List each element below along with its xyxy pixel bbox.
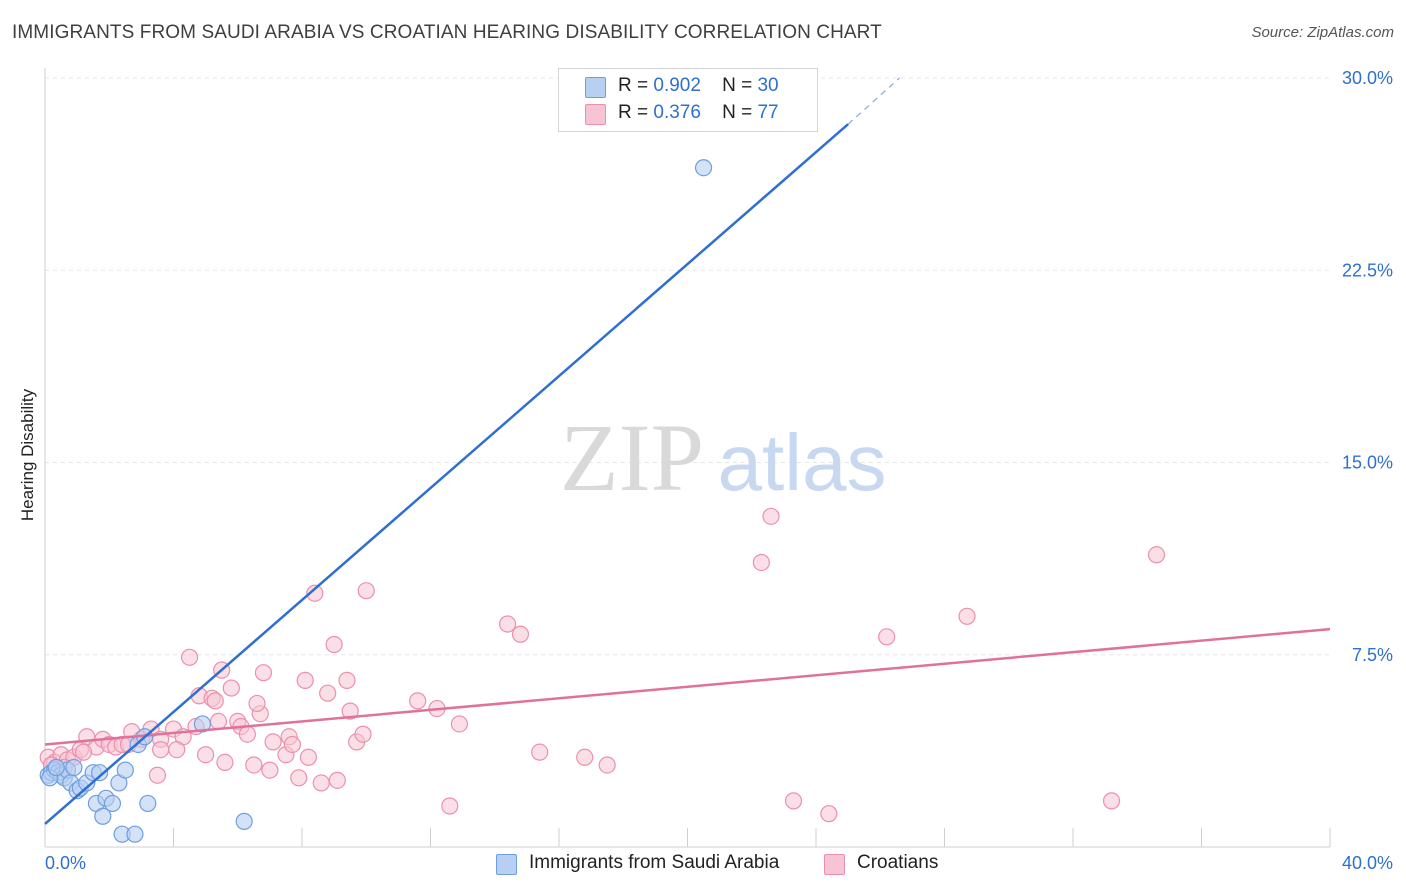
saudi-point: [94, 807, 112, 825]
croatians-point: [878, 628, 896, 646]
series-label-croatians: Croatians: [857, 852, 939, 873]
saudi-point: [139, 794, 157, 813]
croatians-point: [245, 756, 263, 774]
croatians-point: [264, 733, 282, 751]
croatians-point: [450, 715, 469, 733]
legend-n-label: N =: [722, 75, 753, 96]
legend-n-label: N =: [722, 102, 753, 123]
saudi-point: [47, 758, 65, 777]
chart-title: IMMIGRANTS FROM SAUDI ARABIA VS CROATIAN…: [12, 22, 882, 43]
croatians-point: [752, 553, 770, 572]
saudi-point: [193, 715, 212, 733]
correlation-legend: R = 0.902 N = 30 R = 0.376 N = 77: [558, 68, 818, 132]
croatians-point: [168, 740, 186, 759]
legend-swatch-blue: [585, 77, 606, 98]
croatians-point: [341, 702, 359, 720]
croatians-point: [209, 712, 228, 730]
y-tick-label: 30.0%: [1342, 68, 1393, 88]
saudi-points: [39, 159, 713, 843]
y-tick-label: 15.0%: [1342, 453, 1393, 473]
croatians-point: [357, 582, 375, 600]
saudi-point: [65, 758, 83, 777]
croatians-point: [206, 692, 224, 710]
croatians-point: [820, 805, 838, 823]
croatians-point: [598, 756, 616, 774]
croatians-point: [306, 584, 324, 602]
croatians-point: [1102, 792, 1121, 810]
tick-layer: 7.5% 15.0% 22.5% 30.0% 0.0% 40.0%: [45, 68, 1393, 873]
croatians-point: [1147, 546, 1166, 564]
croatians-point: [290, 769, 308, 787]
croatians-point: [296, 671, 314, 689]
croatians-point: [958, 607, 976, 625]
croatians-point: [531, 743, 549, 761]
legend-r-value: 0.376: [653, 102, 701, 123]
croatians-point: [354, 725, 372, 743]
series-label-saudi: Immigrants from Saudi Arabia: [529, 852, 780, 873]
croatians-point: [148, 766, 167, 784]
legend-swatch-pink: [585, 104, 606, 125]
croatians-point: [299, 748, 318, 766]
croatians-point: [409, 692, 427, 710]
trend-layer: [44, 77, 1331, 825]
saudi-point: [91, 764, 109, 782]
watermark: ZIP atlas: [560, 404, 886, 511]
croatians-point: [197, 746, 215, 764]
legend-r-value: 0.902: [653, 75, 701, 96]
croatians-point: [216, 753, 234, 772]
croatians-point: [238, 725, 256, 743]
croatians-point: [254, 664, 273, 682]
x-tick-label: 40.0%: [1342, 853, 1393, 873]
saudi-trendline: [44, 123, 849, 825]
saudi-trendline-extension: [847, 77, 900, 125]
saudi-point: [235, 812, 253, 830]
legend-n-value: 77: [757, 102, 779, 123]
croatians-point: [261, 761, 279, 779]
croatians-point: [152, 740, 170, 759]
legend-r-label: R =: [618, 75, 649, 96]
saudi-point: [126, 825, 144, 843]
croatians-point: [283, 735, 301, 754]
legend-r-label: R =: [618, 102, 649, 123]
croatians-point: [576, 748, 594, 766]
croatians-point: [784, 792, 803, 810]
croatians-point: [499, 615, 517, 633]
croatians-point: [319, 684, 337, 702]
croatians-point: [74, 743, 93, 761]
chart-source: Source: ZipAtlas.com: [1251, 24, 1394, 41]
legend-n-value: 30: [757, 75, 779, 96]
y-tick-label: 22.5%: [1342, 260, 1393, 280]
saudi-point: [116, 761, 134, 779]
croatians-point: [762, 507, 780, 525]
croatians-point: [222, 679, 240, 697]
saudi-point: [694, 159, 713, 177]
croatians-point: [248, 694, 266, 713]
croatians-point: [312, 774, 330, 792]
axis-layer: [44, 68, 1331, 848]
croatians-point: [325, 635, 343, 654]
series-swatch-pink: [824, 854, 845, 875]
croatians-point: [511, 625, 530, 643]
croatians-point: [338, 671, 356, 689]
watermark-atlas: atlas: [718, 418, 887, 507]
croatians-point: [180, 648, 199, 666]
x-tick-label: 0.0%: [45, 853, 86, 873]
saudi-point: [103, 794, 122, 813]
y-tick-label: 7.5%: [1352, 645, 1393, 665]
watermark-zip: ZIP: [560, 404, 704, 511]
series-swatch-blue: [496, 854, 517, 875]
croatians-trendline: [44, 627, 1331, 746]
croatians-points: [39, 507, 1166, 823]
grid-layer: [45, 77, 1330, 656]
croatians-point: [328, 771, 346, 789]
croatians-point: [441, 797, 459, 815]
